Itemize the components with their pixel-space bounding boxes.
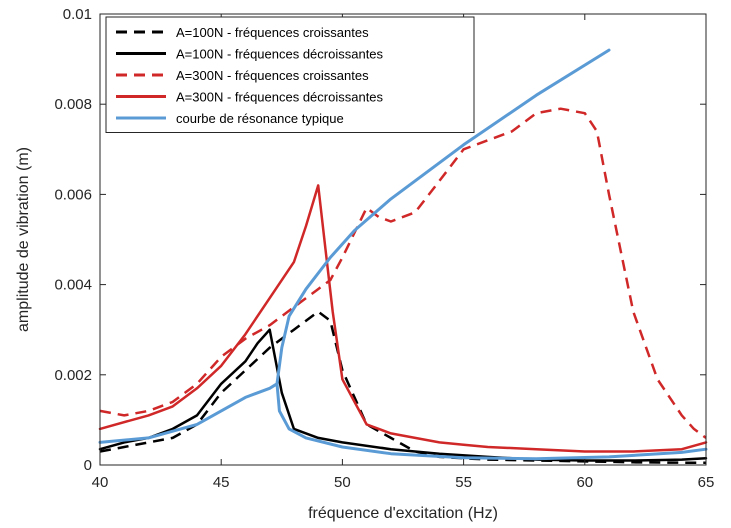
legend-label-3: A=300N - fréquences croissantes	[176, 68, 369, 83]
x-tick-label: 55	[455, 474, 472, 491]
tick-layer: 40 45 50 55 60 65 0 0.002 0.004 0.006 0.008 0.01	[54, 6, 714, 491]
y-tick-label: 0.004	[54, 277, 92, 294]
legend-label-4: A=300N - fréquences décroissantes	[176, 90, 384, 105]
y-tick-label: 0.002	[54, 367, 92, 384]
legend-label-2: A=100N - fréquences décroissantes	[176, 47, 384, 62]
legend: A=100N - fréquences croissantes A=100N - …	[105, 16, 475, 133]
plot-frame	[99, 13, 707, 466]
legend-box	[105, 16, 475, 133]
series-line-2	[98, 328, 708, 462]
y-tick-label: 0.01	[63, 6, 92, 23]
legend-label-5: courbe de résonance typique	[176, 111, 344, 126]
x-tick-label: 40	[92, 474, 109, 491]
x-tick-label: 65	[698, 474, 715, 491]
x-tick-label: 60	[576, 474, 593, 491]
y-tick-label: 0.006	[54, 186, 92, 203]
series-line-4	[98, 184, 708, 453]
x-tick-label: 50	[334, 474, 351, 491]
series-line-3	[99, 107, 707, 439]
y-axis-label: amplitude de vibration (m)	[15, 147, 32, 332]
x-axis-label: fréquence d'excitation (Hz)	[308, 505, 498, 522]
series-line-5	[98, 48, 708, 461]
series-layer	[98, 48, 708, 464]
series-line-1	[99, 310, 706, 464]
y-tick-label: 0.008	[54, 96, 92, 113]
legend-label-1: A=100N - fréquences croissantes	[176, 25, 369, 40]
y-tick-label: 0	[84, 457, 92, 474]
x-tick-label: 45	[213, 474, 230, 491]
